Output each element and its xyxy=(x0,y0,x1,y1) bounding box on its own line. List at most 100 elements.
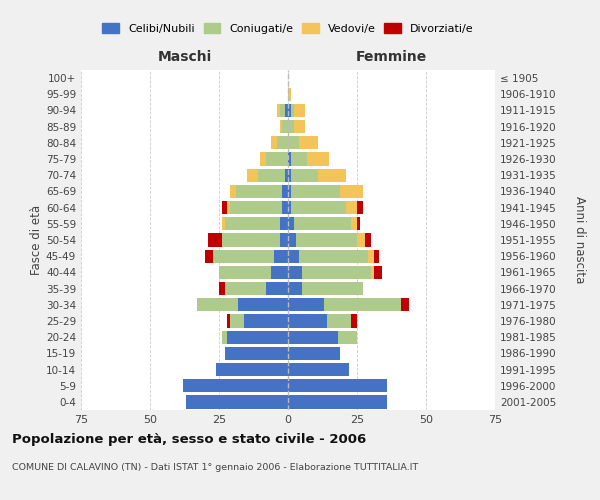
Bar xyxy=(224,217,280,230)
Bar xyxy=(288,282,302,295)
Bar xyxy=(288,136,299,149)
Bar xyxy=(288,88,291,101)
Bar xyxy=(293,217,352,230)
Bar xyxy=(352,217,357,230)
Bar xyxy=(352,314,357,328)
Text: Femmine: Femmine xyxy=(356,50,427,64)
Y-axis label: Fasce di età: Fasce di età xyxy=(30,205,43,275)
Bar xyxy=(288,346,340,360)
Bar xyxy=(283,185,288,198)
Text: Maschi: Maschi xyxy=(157,50,212,64)
Bar xyxy=(401,298,409,312)
Bar xyxy=(277,136,288,149)
Bar xyxy=(346,201,357,214)
Bar xyxy=(288,217,293,230)
Bar xyxy=(302,266,371,279)
Legend: Celibi/Nubili, Coniugati/e, Vedovi/e, Divorziati/e: Celibi/Nubili, Coniugati/e, Vedovi/e, Di… xyxy=(103,23,473,34)
Bar xyxy=(288,234,296,246)
Bar xyxy=(338,330,357,344)
Bar xyxy=(280,120,283,134)
Bar xyxy=(319,168,346,182)
Y-axis label: Anni di nascita: Anni di nascita xyxy=(573,196,586,284)
Bar xyxy=(357,201,362,214)
Bar xyxy=(326,314,352,328)
Bar xyxy=(293,104,305,117)
Bar xyxy=(219,266,271,279)
Bar xyxy=(271,136,277,149)
Bar xyxy=(324,298,401,312)
Bar xyxy=(224,346,288,360)
Bar xyxy=(236,185,283,198)
Bar xyxy=(257,168,285,182)
Bar xyxy=(230,201,283,214)
Bar xyxy=(288,152,291,166)
Bar xyxy=(274,250,288,263)
Bar xyxy=(227,201,230,214)
Bar xyxy=(371,266,374,279)
Bar xyxy=(271,266,288,279)
Bar xyxy=(288,298,324,312)
Bar xyxy=(299,250,368,263)
Bar xyxy=(227,314,230,328)
Bar xyxy=(357,217,360,230)
Bar xyxy=(288,185,291,198)
Bar xyxy=(288,330,338,344)
Bar xyxy=(247,168,257,182)
Bar xyxy=(288,168,291,182)
Bar xyxy=(230,314,244,328)
Bar xyxy=(288,104,291,117)
Bar xyxy=(288,201,291,214)
Bar xyxy=(219,282,224,295)
Bar xyxy=(283,201,288,214)
Bar xyxy=(224,282,266,295)
Bar xyxy=(296,234,357,246)
Bar xyxy=(291,168,319,182)
Text: COMUNE DI CALAVINO (TN) - Dati ISTAT 1° gennaio 2006 - Elaborazione TUTTITALIA.I: COMUNE DI CALAVINO (TN) - Dati ISTAT 1° … xyxy=(12,462,418,471)
Bar xyxy=(291,185,340,198)
Bar xyxy=(280,217,288,230)
Bar xyxy=(222,234,280,246)
Bar xyxy=(288,266,302,279)
Bar xyxy=(208,234,222,246)
Bar xyxy=(291,201,346,214)
Bar xyxy=(230,185,236,198)
Bar xyxy=(205,250,214,263)
Bar xyxy=(357,234,365,246)
Bar xyxy=(197,298,238,312)
Bar xyxy=(288,120,293,134)
Bar xyxy=(216,363,288,376)
Bar xyxy=(368,250,374,263)
Bar xyxy=(266,152,288,166)
Bar xyxy=(283,120,288,134)
Bar xyxy=(285,168,288,182)
Bar xyxy=(238,298,288,312)
Bar xyxy=(222,201,227,214)
Bar xyxy=(280,234,288,246)
Bar xyxy=(266,282,288,295)
Bar xyxy=(244,314,288,328)
Bar xyxy=(260,152,266,166)
Bar xyxy=(227,330,288,344)
Bar xyxy=(222,217,224,230)
Bar xyxy=(365,234,371,246)
Bar xyxy=(214,250,274,263)
Bar xyxy=(299,136,319,149)
Bar xyxy=(302,282,362,295)
Bar xyxy=(280,104,285,117)
Bar xyxy=(374,250,379,263)
Bar xyxy=(291,104,293,117)
Bar xyxy=(293,120,305,134)
Bar xyxy=(374,266,382,279)
Bar xyxy=(288,363,349,376)
Bar xyxy=(285,104,288,117)
Bar xyxy=(288,396,388,408)
Bar xyxy=(288,314,326,328)
Bar xyxy=(307,152,329,166)
Bar xyxy=(186,396,288,408)
Text: Popolazione per età, sesso e stato civile - 2006: Popolazione per età, sesso e stato civil… xyxy=(12,432,366,446)
Bar xyxy=(291,152,307,166)
Bar xyxy=(222,330,227,344)
Bar xyxy=(288,379,388,392)
Bar xyxy=(340,185,362,198)
Bar xyxy=(277,104,280,117)
